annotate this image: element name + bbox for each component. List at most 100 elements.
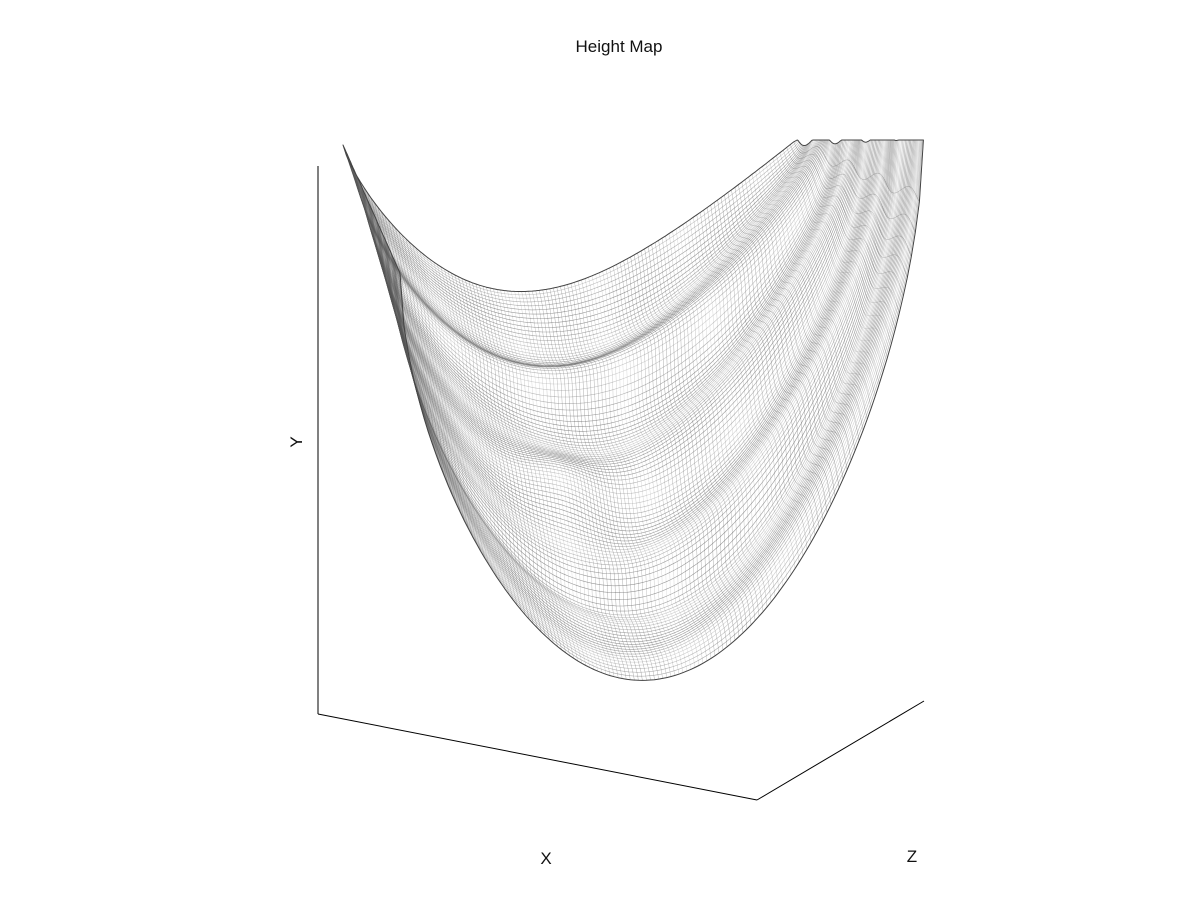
mesh-column-line	[616, 264, 716, 657]
mesh-column-line	[528, 291, 615, 677]
mesh-row-line	[360, 143, 837, 417]
mesh-column-line	[640, 250, 744, 634]
mesh-column-line	[658, 240, 764, 612]
mesh-row-line	[358, 142, 833, 391]
mesh-row-line	[375, 140, 870, 514]
mesh-column-line	[377, 206, 441, 467]
mesh-row-line	[388, 139, 898, 619]
mesh-row-line	[353, 139, 823, 366]
mesh-column-line	[437, 264, 510, 595]
mesh-column-line	[510, 290, 595, 670]
mesh-column-line	[682, 224, 792, 575]
mesh-column-line	[545, 289, 635, 681]
mesh-row-line	[349, 140, 813, 345]
mesh-column-line	[503, 290, 587, 666]
mesh-column-line	[423, 253, 494, 572]
mesh-column-line	[675, 228, 784, 587]
mesh-column-line	[384, 215, 449, 487]
mesh-column-line	[517, 291, 603, 674]
mesh-column-line	[556, 287, 647, 681]
z-axis-line	[756, 700, 925, 801]
mesh-row-line	[394, 139, 914, 650]
mesh-row-line	[357, 140, 831, 379]
mesh-column-line	[661, 237, 768, 608]
mesh-column-line	[567, 284, 659, 680]
mesh-column-line	[689, 219, 800, 563]
mesh-row-line	[359, 143, 835, 404]
surface-outline	[342, 139, 924, 681]
mesh-row-line	[373, 141, 865, 494]
mesh-column-line	[370, 197, 433, 445]
mesh-column-line	[514, 291, 599, 672]
mesh-column-line	[789, 144, 916, 233]
mesh-row-line	[385, 139, 893, 593]
mesh-column-line	[644, 248, 748, 630]
mesh-row-line	[391, 139, 908, 637]
y-axis-label: Y	[287, 436, 306, 447]
mesh-column-line	[779, 152, 904, 297]
mesh-column-line	[598, 272, 696, 668]
mesh-row-line	[345, 144, 803, 311]
mesh-row-line	[344, 143, 802, 307]
mesh-column-line	[710, 204, 824, 521]
mesh-column-line	[584, 278, 680, 675]
mesh-column-line	[391, 223, 457, 505]
mesh-column-line	[447, 270, 522, 611]
mesh-column-line	[451, 272, 526, 615]
mesh-row-line	[362, 139, 842, 436]
mesh-column-line	[444, 268, 518, 606]
mesh-column-line	[786, 147, 912, 257]
mesh-column-line	[574, 282, 667, 678]
mesh-row-line	[356, 139, 829, 371]
mesh-row-line	[384, 139, 891, 580]
mesh-row-line	[363, 139, 845, 443]
mesh-row-line	[370, 139, 859, 470]
mesh-row-line	[347, 143, 809, 333]
mesh-column-line	[720, 197, 836, 497]
mesh-column-line	[349, 163, 409, 352]
mesh-column-line	[553, 287, 643, 681]
mesh-row-line	[350, 139, 814, 349]
mesh-column-line	[472, 282, 550, 640]
mesh-row-line	[377, 139, 876, 535]
mesh-row-line	[374, 141, 868, 510]
mesh-row-line	[365, 139, 849, 451]
mesh-row-line	[358, 141, 832, 385]
mesh-row-line	[360, 143, 836, 411]
mesh-column-line	[758, 168, 880, 385]
mesh-column-line	[560, 286, 651, 681]
mesh-row-line	[375, 139, 871, 519]
mesh-row-line	[352, 139, 819, 361]
mesh-row-line	[395, 139, 915, 652]
mesh-column-line	[672, 231, 780, 592]
mesh-row-line	[343, 140, 799, 296]
mesh-column-line	[588, 276, 684, 673]
mesh-column-line	[486, 286, 566, 653]
mesh-column-line	[538, 290, 627, 680]
mesh-row-line	[374, 141, 867, 504]
mesh-row-line	[353, 139, 822, 365]
mesh-row-line	[390, 139, 904, 628]
mesh-row-line	[348, 142, 810, 337]
mesh-row-line	[390, 139, 905, 631]
mesh-row-line	[393, 139, 912, 645]
mesh-column-line	[461, 278, 538, 629]
mesh-column-line	[426, 256, 498, 578]
mesh-column-line	[762, 166, 884, 372]
mesh-row-line	[352, 139, 821, 363]
mesh-column-line	[793, 141, 920, 202]
mesh-row-line	[361, 142, 839, 422]
mesh-row-line	[383, 139, 889, 570]
mesh-column-line	[748, 176, 868, 420]
mesh-row-line	[376, 139, 872, 524]
mesh-column-line	[482, 285, 562, 650]
mesh-column-line	[734, 187, 852, 461]
mesh-row-line	[367, 139, 854, 459]
mesh-row-line	[366, 139, 852, 456]
mesh-row-line	[369, 139, 857, 465]
mesh-column-line	[524, 291, 611, 676]
mesh-row-line	[350, 139, 815, 353]
mesh-row-line	[383, 139, 888, 566]
mesh-row-line	[394, 139, 913, 648]
mesh-column-line	[651, 244, 756, 621]
